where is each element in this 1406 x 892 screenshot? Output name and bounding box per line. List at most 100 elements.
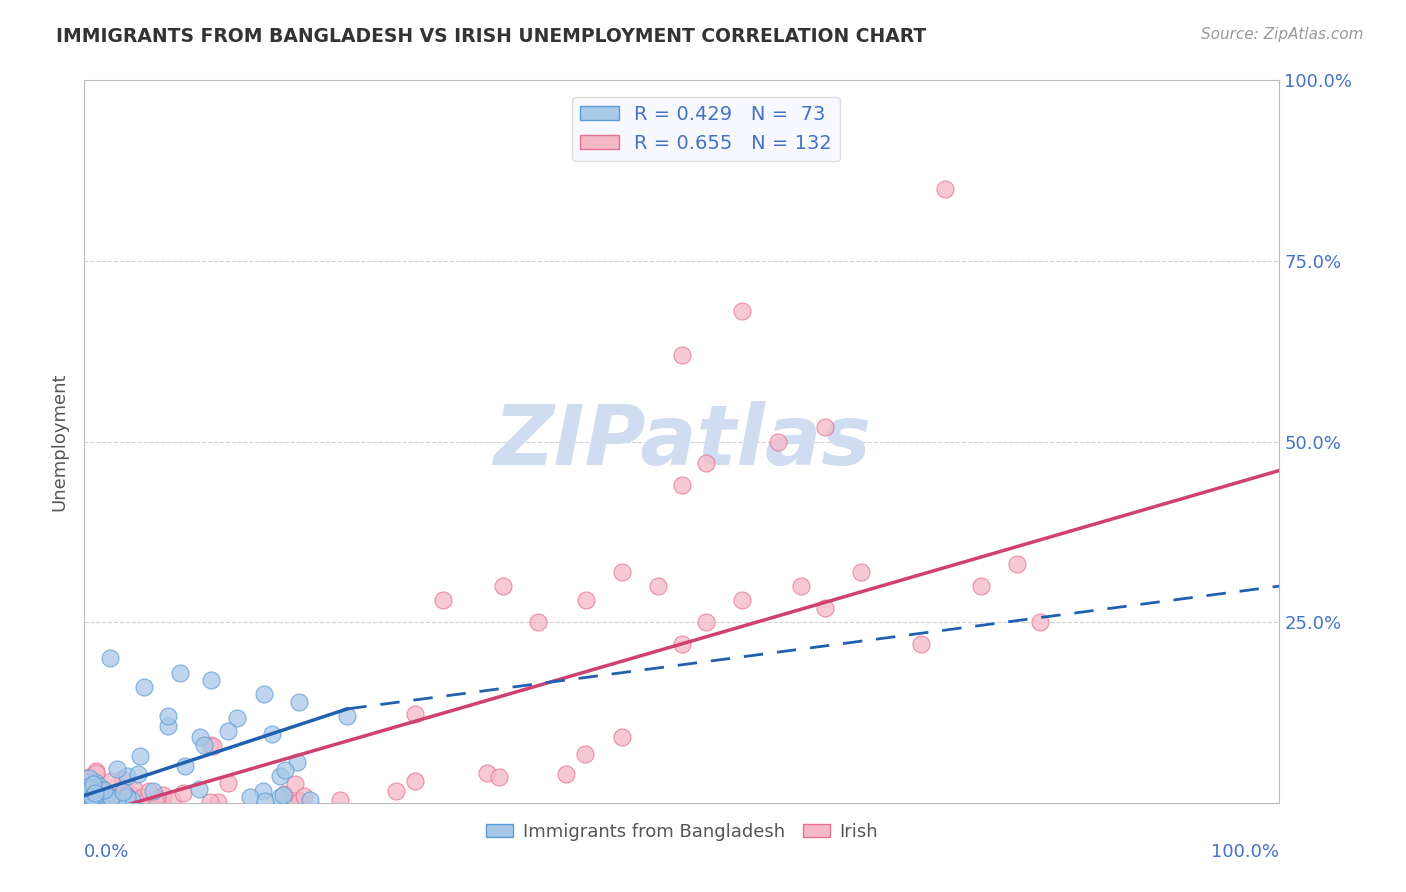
Point <box>575 593 598 607</box>
Point <box>86 795 108 809</box>
Point <box>75 787 97 801</box>
Point <box>73 795 96 809</box>
Point <box>152 788 174 802</box>
Point <box>188 730 211 744</box>
Point <box>90 788 112 802</box>
Point <box>274 763 297 777</box>
Point <box>82 792 104 806</box>
Point <box>477 765 499 780</box>
Point <box>77 770 100 784</box>
Point <box>98 792 121 806</box>
Point <box>77 794 100 808</box>
Point <box>86 766 108 780</box>
Point <box>86 791 108 805</box>
Point <box>285 756 308 770</box>
Point <box>75 793 97 807</box>
Point <box>73 774 96 789</box>
Point <box>86 794 108 808</box>
Point <box>150 795 173 809</box>
Point <box>121 792 143 806</box>
Point <box>84 786 107 800</box>
Point <box>93 795 115 809</box>
Point <box>90 792 112 806</box>
Point <box>75 785 97 799</box>
Point <box>87 780 110 794</box>
Point <box>84 784 107 798</box>
Point <box>96 787 118 801</box>
Point <box>226 711 249 725</box>
Point <box>105 794 128 808</box>
Point <box>75 796 97 810</box>
Point <box>75 795 97 809</box>
Point <box>77 789 100 803</box>
Point <box>73 789 96 804</box>
Point <box>83 789 105 804</box>
Point <box>73 788 96 802</box>
Point <box>82 790 104 805</box>
Point <box>143 793 166 807</box>
Point <box>1029 615 1052 630</box>
Point <box>86 783 108 797</box>
Point <box>84 792 107 806</box>
Point <box>77 790 100 805</box>
Point <box>76 795 98 809</box>
Point <box>87 793 110 807</box>
Point <box>90 795 112 809</box>
Point <box>84 789 107 804</box>
Point <box>93 790 115 805</box>
Point <box>202 739 225 753</box>
Point <box>83 775 105 789</box>
Point <box>200 738 222 752</box>
Point <box>934 182 956 196</box>
Point <box>157 709 180 723</box>
Point <box>647 579 669 593</box>
Point <box>75 785 97 799</box>
Point <box>86 791 108 805</box>
Point <box>98 790 121 805</box>
Point <box>851 565 873 579</box>
Point <box>93 796 115 810</box>
Point <box>89 790 111 805</box>
Point <box>122 782 145 797</box>
Point <box>79 794 101 808</box>
Point <box>814 600 837 615</box>
Point <box>269 769 291 783</box>
Point <box>169 665 191 680</box>
Point <box>86 764 108 778</box>
Point <box>129 749 152 764</box>
Point <box>695 456 717 470</box>
Point <box>112 785 135 799</box>
Point <box>731 593 754 607</box>
Point <box>612 565 634 579</box>
Point <box>671 478 693 492</box>
Point <box>610 730 633 744</box>
Point <box>103 795 125 809</box>
Point <box>89 783 111 797</box>
Point <box>731 304 754 318</box>
Point <box>404 773 426 788</box>
Text: 0.0%: 0.0% <box>84 843 129 861</box>
Text: ZIPatlas: ZIPatlas <box>494 401 870 482</box>
Point <box>574 747 596 761</box>
Point <box>86 795 108 809</box>
Point <box>86 791 108 805</box>
Point <box>76 786 98 800</box>
Point <box>112 780 135 795</box>
Point <box>970 579 993 593</box>
Point <box>117 790 139 805</box>
Point <box>271 788 294 802</box>
Point <box>82 793 104 807</box>
Point <box>93 792 115 806</box>
Point <box>98 651 121 665</box>
Point <box>252 784 274 798</box>
Point <box>217 776 239 790</box>
Point <box>200 673 222 687</box>
Point <box>90 793 112 807</box>
Point <box>73 794 96 808</box>
Point <box>492 579 515 593</box>
Point <box>82 785 104 799</box>
Point <box>82 777 104 791</box>
Point <box>111 790 134 805</box>
Point <box>86 796 108 810</box>
Point <box>207 795 229 809</box>
